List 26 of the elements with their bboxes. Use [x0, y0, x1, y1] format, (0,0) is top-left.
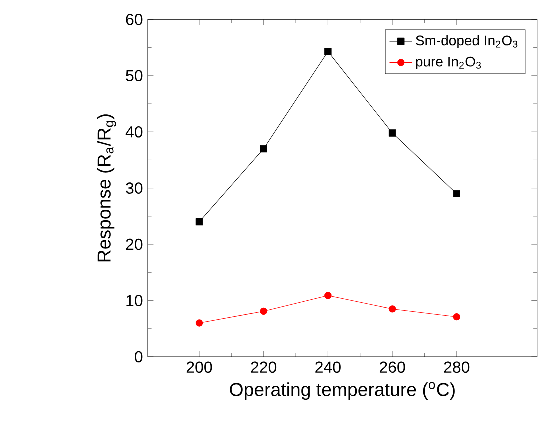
- x-tick-label: 260: [380, 362, 406, 374]
- y-tick-label: 10: [126, 295, 143, 306]
- point: [196, 218, 204, 226]
- point: [260, 145, 268, 153]
- y-tick-label: 0: [135, 351, 143, 363]
- point: [324, 292, 332, 300]
- point: [260, 308, 268, 316]
- point: [196, 320, 204, 327]
- point: [324, 48, 332, 56]
- y-tick-label: 20: [126, 238, 143, 250]
- y-axis-title: Response (R$_{a}$/R$_{g}$): [97, 114, 116, 262]
- point: [388, 130, 396, 137]
- legend-label: Sm-doped In$_{2}$O$_{3}$: [416, 35, 518, 48]
- legend-label: pure In$_{2}$O$_{3}$: [416, 56, 482, 70]
- point: [453, 313, 460, 321]
- point: [388, 306, 396, 313]
- x-tick-label: 280: [444, 362, 470, 374]
- point: [453, 190, 460, 198]
- y-tick-label: 30: [126, 182, 143, 194]
- y-tick-label: 40: [126, 126, 143, 138]
- x-tick-label: 220: [251, 362, 277, 374]
- x-axis-title: Operating temperature ($^{o}$C): [230, 382, 455, 400]
- x-tick-label: 240: [316, 362, 341, 374]
- y-tick-label: 60: [126, 14, 143, 26]
- y-tick-label: 50: [126, 70, 143, 82]
- x-tick-label: 200: [186, 362, 212, 374]
